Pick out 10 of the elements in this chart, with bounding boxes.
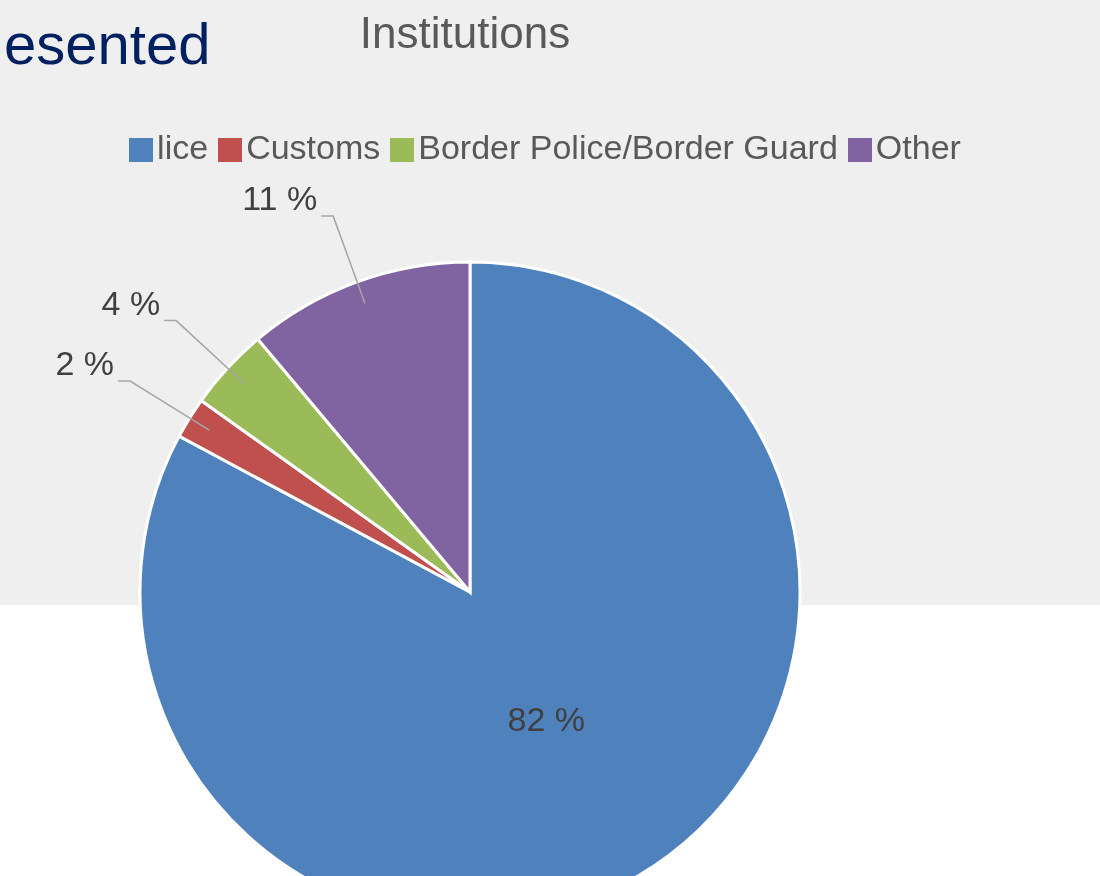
chart-title: Institutions xyxy=(358,8,572,58)
data-label: 11 % xyxy=(242,179,318,218)
data-label: 2 % xyxy=(55,344,115,383)
data-label: 4 % xyxy=(101,283,161,322)
legend-label: lice xyxy=(157,128,209,166)
legend-label: Border Police/Border Guard xyxy=(418,128,838,166)
text: esented xyxy=(4,10,211,77)
legend-label: Other xyxy=(875,128,961,166)
data-label: 82 % xyxy=(507,700,586,739)
legend-label: Customs xyxy=(246,128,381,166)
